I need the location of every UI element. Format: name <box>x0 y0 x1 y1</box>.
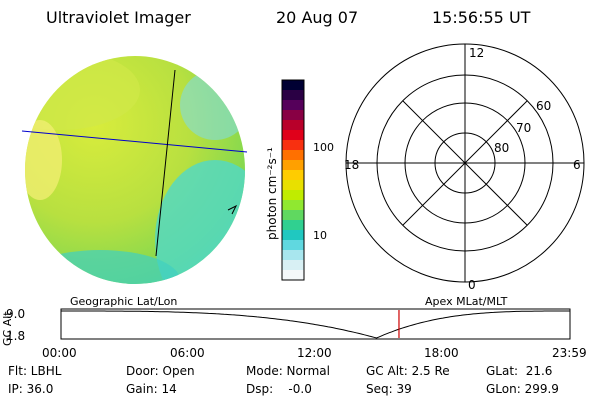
color-scale-swatch <box>282 120 304 131</box>
color-scale-swatch <box>282 190 304 201</box>
geographic-lat-lon-label: Geographic Lat/Lon <box>70 295 178 308</box>
orbit-altitude-plot <box>60 308 571 340</box>
time-tick-1200: 12:00 <box>297 346 332 360</box>
apex-mlat-mlt-label: Apex MLat/MLT <box>425 295 508 308</box>
color-scale-bar <box>281 79 305 281</box>
status-dsp: Dsp: -0.0 <box>246 382 312 396</box>
orbit-y-tick-1-8: 1.8 <box>6 329 26 343</box>
status-ip: IP: 36.0 <box>8 382 54 396</box>
color-scale-swatch <box>282 230 304 241</box>
position-marker-icon <box>227 204 238 215</box>
imager-title: Ultraviolet Imager <box>46 8 191 27</box>
geographic-longitude-line <box>155 69 176 257</box>
svg-text:GC Alt: GC Alt <box>1 311 14 346</box>
mlat-label-70: 70 <box>516 121 531 135</box>
uv-earth-image <box>21 56 248 284</box>
color-scale-swatch <box>282 180 304 191</box>
status-filter: Flt: LBHL <box>8 364 62 378</box>
mlt-label-6: 6 <box>573 158 581 172</box>
observation-time: 15:56:55 UT <box>432 8 531 27</box>
status-door: Door: Open <box>126 364 195 378</box>
color-scale-swatch <box>282 240 304 251</box>
observation-date: 20 Aug 07 <box>276 8 359 27</box>
orbit-y-axis-label: GC Alt <box>1 311 14 346</box>
time-tick-0000: 00:00 <box>42 346 77 360</box>
mlt-label-18: 18 <box>344 158 359 172</box>
status-gain: Gain: 14 <box>126 382 177 396</box>
color-scale-swatch <box>282 80 304 91</box>
status-mode: Mode: Normal <box>246 364 330 378</box>
color-scale-swatch <box>282 90 304 101</box>
mlat-label-60: 60 <box>536 99 551 113</box>
status-gc-alt: GC Alt: 2.5 Re <box>366 364 450 378</box>
color-scale-swatch <box>282 170 304 181</box>
color-scale-swatch <box>282 150 304 161</box>
color-scale-swatch <box>282 210 304 221</box>
color-scale-tick-100: 100 <box>313 141 334 154</box>
mlt-label-12: 12 <box>469 46 484 60</box>
color-scale-swatch <box>282 130 304 141</box>
color-scale-swatch <box>282 110 304 121</box>
color-scale-unit-label: photon cm⁻²s⁻¹ <box>265 147 279 240</box>
mlat-label-80: 80 <box>494 141 509 155</box>
geographic-latitude-line <box>21 130 248 153</box>
color-scale-swatch <box>282 260 304 271</box>
color-scale-swatch <box>282 200 304 211</box>
status-glon: GLon: 299.9 <box>486 382 559 396</box>
orbit-y-tick-9: 9.0 <box>6 307 26 321</box>
svg-text:photon cm⁻²s⁻¹: photon cm⁻²s⁻¹ <box>265 147 279 240</box>
color-scale-swatch <box>282 220 304 231</box>
status-seq: Seq: 39 <box>366 382 412 396</box>
color-scale-swatch <box>282 250 304 261</box>
color-scale-swatch <box>282 160 304 171</box>
color-scale-tick-10: 10 <box>313 229 327 242</box>
mlt-label-0: 0 <box>468 278 476 292</box>
time-tick-0600: 06:00 <box>170 346 205 360</box>
mlat-mlt-polar-grid: 12 6 0 18 60 70 80 <box>344 43 585 292</box>
color-scale-swatch <box>282 140 304 151</box>
color-scale-swatch <box>282 270 304 281</box>
color-scale-swatch <box>282 100 304 111</box>
status-glat: GLat: 21.6 <box>486 364 553 378</box>
time-tick-2359: 23:59 <box>552 346 587 360</box>
time-tick-1800: 18:00 <box>424 346 459 360</box>
